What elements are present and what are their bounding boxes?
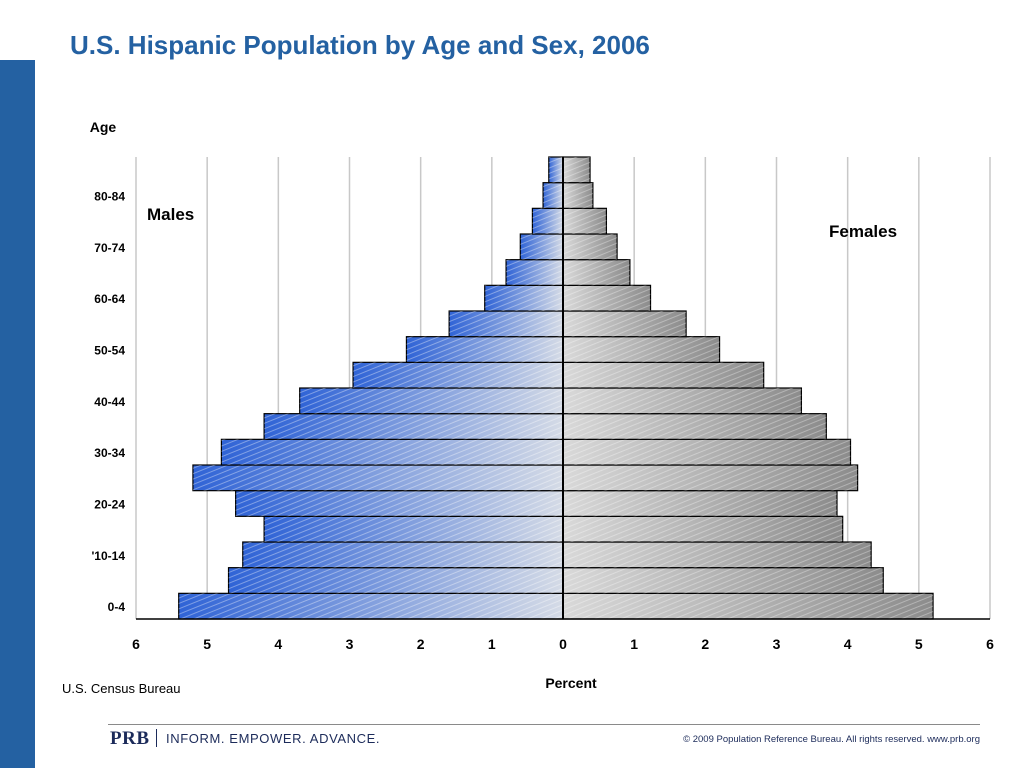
y-tick-label: 80-84 xyxy=(94,190,125,204)
female-bar-hatch xyxy=(563,157,591,183)
male-bar-hatch xyxy=(506,259,563,286)
sidebar-accent-bar xyxy=(0,60,35,768)
male-bar-hatch xyxy=(221,439,563,465)
x-tick-label: 3 xyxy=(346,636,354,652)
male-bar-hatch xyxy=(353,362,563,388)
male-bar-hatch xyxy=(242,542,563,568)
x-tick-label: 2 xyxy=(701,636,709,652)
female-bar-hatch xyxy=(563,413,827,440)
y-axis-label: Age xyxy=(90,119,117,135)
x-tick-label: 5 xyxy=(203,636,211,652)
male-bar-hatch xyxy=(406,336,563,363)
female-bar-hatch xyxy=(563,311,687,337)
female-bar-hatch xyxy=(563,439,851,465)
x-tick-label: 6 xyxy=(986,636,994,652)
y-tick-label: 70-74 xyxy=(94,241,125,255)
male-bar-hatch xyxy=(543,182,563,209)
male-bar-hatch xyxy=(192,465,563,491)
y-tick-label: 20-24 xyxy=(94,498,125,512)
female-bar-hatch xyxy=(563,182,593,209)
source-note: U.S. Census Bureau xyxy=(62,681,181,696)
male-bar-hatch xyxy=(532,208,563,234)
footer-tagline: INFORM. EMPOWER. ADVANCE. xyxy=(166,731,381,746)
female-bar-hatch xyxy=(563,542,872,568)
y-tick-label: 60-64 xyxy=(94,292,125,306)
female-bar-hatch xyxy=(563,516,843,542)
female-bar-hatch xyxy=(563,388,802,414)
female-bar-hatch xyxy=(563,593,934,619)
y-tick-label: 50-54 xyxy=(94,344,125,358)
y-tick-label: 30-34 xyxy=(94,446,125,460)
y-tick-label: 0-4 xyxy=(108,600,126,614)
footer-separator xyxy=(156,729,157,747)
male-bar-hatch xyxy=(264,413,563,440)
female-bar-hatch xyxy=(563,234,618,260)
male-bar-hatch xyxy=(484,285,563,311)
female-bar-hatch xyxy=(563,259,630,286)
female-bar-hatch xyxy=(563,567,884,594)
female-bar-hatch xyxy=(563,490,837,517)
population-pyramid-chart: 6 5 4 3 2 1 0 1 2 3 4 5 6 0-4 '10-14 20-24 30-34 40-44 50-… xyxy=(90,119,994,691)
x-tick-label: 6 xyxy=(132,636,140,652)
y-tick-label: 40-44 xyxy=(94,395,125,409)
y-tick-label: '10-14 xyxy=(91,549,125,563)
x-tick-label: 5 xyxy=(915,636,923,652)
legend-males: Males xyxy=(147,205,194,224)
male-bar-hatch xyxy=(548,157,563,183)
page-title: U.S. Hispanic Population by Age and Sex,… xyxy=(70,30,650,60)
x-tick-label: 1 xyxy=(488,636,496,652)
male-bar-hatch xyxy=(178,593,563,619)
male-bar-hatch xyxy=(449,311,563,337)
female-bar-hatch xyxy=(563,208,607,234)
female-bar-hatch xyxy=(563,285,651,311)
female-bar-hatch xyxy=(563,465,858,491)
female-bar-hatch xyxy=(563,336,720,363)
legend-females: Females xyxy=(829,222,897,241)
footer: PRB INFORM. EMPOWER. ADVANCE. © 2009 Pop… xyxy=(110,728,980,750)
male-bar-hatch xyxy=(235,490,563,517)
x-tick-label: 1 xyxy=(630,636,638,652)
x-tick-label: 3 xyxy=(773,636,781,652)
footer-divider xyxy=(108,724,980,725)
prb-logo: PRB xyxy=(110,728,150,749)
x-tick-label: 4 xyxy=(274,636,282,652)
x-tick-label: 4 xyxy=(844,636,852,652)
x-tick-label: 2 xyxy=(417,636,425,652)
female-bar-hatch xyxy=(563,362,764,388)
footer-copyright: © 2009 Population Reference Bureau. All … xyxy=(683,734,980,745)
male-bar-hatch xyxy=(520,234,563,260)
male-bar-hatch xyxy=(264,516,563,542)
male-bar-hatch xyxy=(228,567,563,594)
x-axis-label: Percent xyxy=(545,675,597,691)
male-bar-hatch xyxy=(299,388,563,414)
x-tick-label: 0 xyxy=(559,636,567,652)
